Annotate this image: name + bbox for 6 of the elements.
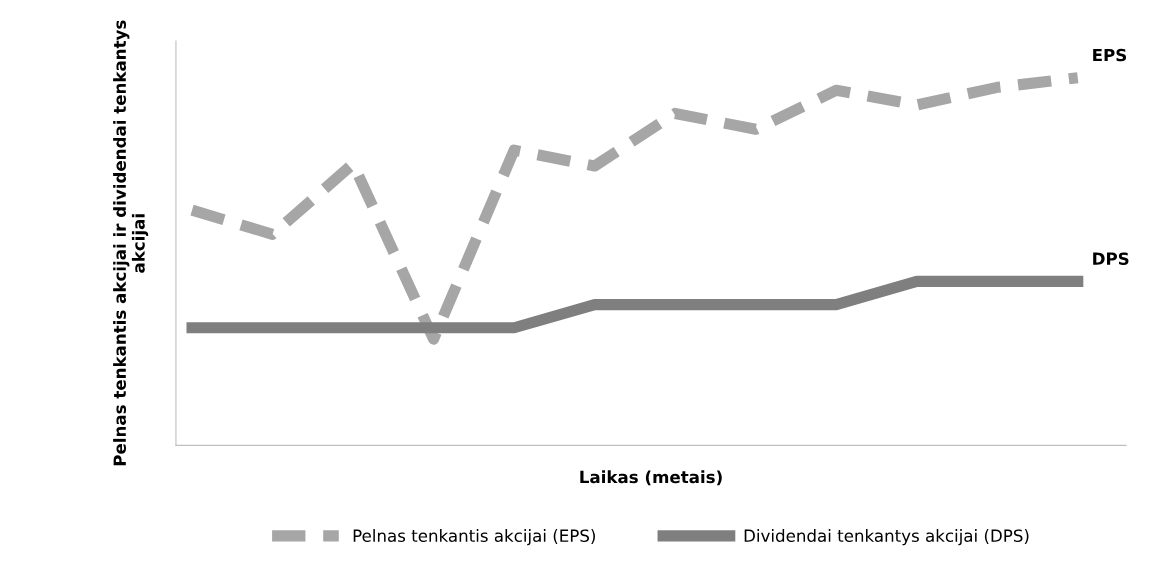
- text: EPS: [1093, 48, 1127, 62]
- annotation: DPS: [1093, 252, 1129, 265]
- legend-label: Pelnas tenkantis akcijai (EPS): [353, 529, 595, 546]
- x-axis-title: Laikas (metais): [580, 470, 722, 486]
- y-axis-title: Pelnas tenkantis akcijai ir dividendai tenkantys akcijai: [113, 20, 149, 466]
- legend-label: Dividendai tenkantys akcijai (DPS): [744, 529, 1029, 546]
